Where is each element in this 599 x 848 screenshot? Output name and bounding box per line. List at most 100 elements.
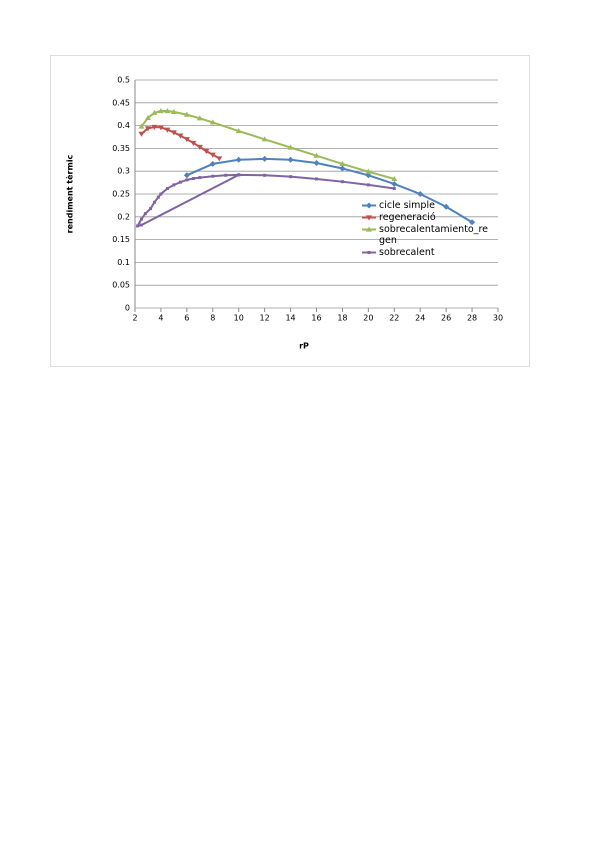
marker [165,187,169,191]
x-tick-label: 18 [337,314,347,323]
legend-label: sobrecalentamiento_regen [379,224,489,246]
legend-item: sobrecalent [362,247,494,258]
marker [289,175,293,179]
marker [144,126,151,132]
marker [443,203,450,210]
marker [261,155,268,162]
series-line [140,110,395,180]
marker [198,176,202,180]
x-tick-label: 8 [210,314,215,323]
marker [216,156,223,162]
marker [151,124,158,130]
marker [392,187,396,191]
legend-item: cicle simple [362,200,494,211]
y-tick-label: 0.45 [112,98,130,107]
x-tick-label: 10 [234,314,244,323]
marker [366,226,372,232]
marker [170,108,177,115]
marker [313,152,320,158]
marker [287,156,294,163]
legend-swatch [362,202,376,209]
x-tick-label: 22 [389,314,399,323]
marker [185,178,189,182]
marker [340,180,344,184]
legend-item: regeneració [362,212,494,223]
x-tick-label: 20 [363,314,373,323]
marker [183,111,190,117]
marker [170,130,177,136]
x-tick-label: 24 [415,314,425,323]
y-tick-label: 0 [125,304,130,313]
legend: cicle simple regeneració sobrecalentamient… [362,200,494,259]
marker [139,217,143,221]
marker [469,219,476,226]
marker [365,168,372,174]
x-tick-label: 28 [467,314,477,323]
legend-item: sobrecalentamiento_regen [362,224,494,246]
y-tick-label: 0.25 [112,190,130,199]
marker [235,128,242,134]
marker [149,207,153,211]
x-tick-label: 2 [132,314,137,323]
marker [339,160,346,167]
y-tick-label: 0.15 [112,235,130,244]
marker [235,156,242,163]
legend-swatch [362,226,376,232]
marker [151,109,158,115]
y-tick-label: 0.05 [112,281,130,290]
y-tick-label: 0.4 [117,121,130,130]
chart-frame [50,55,530,367]
y-tick-label: 0.35 [112,144,130,153]
legend-swatch [362,215,376,221]
marker [152,200,156,204]
marker [315,177,318,181]
x-tick-label: 14 [285,314,295,323]
marker [164,127,171,133]
marker [287,144,294,150]
y-tick-label: 0.3 [117,167,130,176]
marker [209,119,216,125]
marker [159,192,163,196]
marker [203,149,210,155]
marker [139,223,143,227]
legend-label: regeneració [379,212,436,223]
marker [156,195,160,199]
marker [138,131,145,137]
marker [209,152,216,158]
marker [164,108,171,114]
marker [183,172,190,179]
y-tick-label: 0.1 [117,258,130,267]
marker [183,137,190,143]
marker [196,144,203,151]
marker [224,173,228,177]
y-axis-label: rendiment tèrmic [65,154,75,233]
x-tick-label: 16 [311,314,321,323]
marker [366,183,370,187]
marker [136,224,140,228]
marker [391,180,398,187]
marker [313,159,320,166]
x-tick-label: 30 [493,314,503,323]
marker [211,174,215,178]
marker [391,175,398,182]
marker [196,115,203,121]
x-tick-label: 6 [184,314,189,323]
legend-label: sobrecalent [379,247,435,258]
x-tick-label: 12 [260,314,270,323]
marker [261,136,268,142]
marker [417,191,424,197]
marker [365,172,372,179]
x-axis-label: rP [299,342,309,351]
marker [191,176,195,180]
marker [157,108,164,114]
marker [366,215,372,221]
marker [157,125,164,131]
marker [178,180,182,184]
marker [144,114,151,120]
x-tick-label: 4 [158,314,163,323]
marker [190,140,197,146]
marker [237,173,241,177]
marker [143,212,147,216]
